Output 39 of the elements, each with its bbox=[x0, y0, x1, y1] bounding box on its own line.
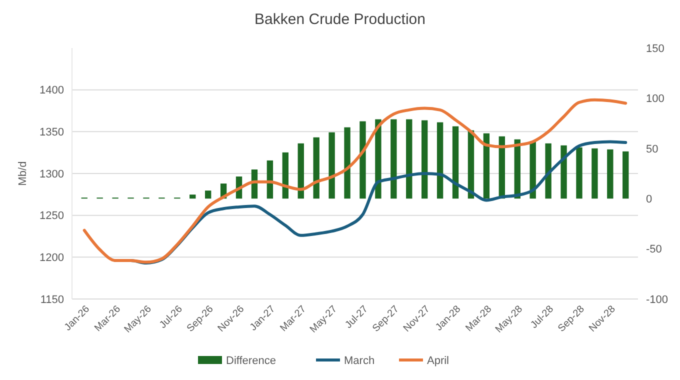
bar bbox=[576, 147, 582, 199]
legend-label: April bbox=[427, 354, 450, 367]
y-tick-label: 1200 bbox=[40, 252, 64, 264]
y2-tick-label: -100 bbox=[646, 294, 668, 306]
bar bbox=[452, 126, 459, 199]
y2-tick-label: 100 bbox=[646, 93, 664, 106]
bar bbox=[622, 151, 629, 199]
y2-tick-label: 0 bbox=[646, 193, 652, 206]
y-axis-title: Mb/d bbox=[17, 161, 29, 186]
chart-title: Bakken Crude Production bbox=[254, 11, 426, 28]
bar bbox=[530, 141, 536, 199]
bar bbox=[406, 119, 412, 199]
bar bbox=[390, 119, 397, 199]
bar bbox=[560, 145, 567, 199]
legend-label: Difference bbox=[226, 354, 276, 367]
bar bbox=[328, 132, 335, 199]
y2-tick-label: 150 bbox=[646, 42, 664, 55]
legend-label: March bbox=[344, 354, 375, 367]
bar bbox=[282, 152, 289, 199]
bar bbox=[607, 149, 614, 199]
y2-tick-label: 50 bbox=[646, 143, 658, 156]
bar bbox=[204, 190, 212, 199]
y-tick-label: 1150 bbox=[40, 294, 64, 306]
y-tick-label: 1300 bbox=[40, 168, 64, 180]
bar bbox=[313, 137, 320, 199]
bar bbox=[436, 122, 444, 199]
y-tick-label: 1250 bbox=[40, 210, 64, 222]
bar bbox=[344, 127, 350, 199]
bar bbox=[360, 121, 366, 199]
y-tick-label: 1400 bbox=[40, 84, 64, 97]
y2-tick-label: -50 bbox=[646, 244, 662, 256]
bar bbox=[421, 120, 428, 199]
line-series bbox=[82, 98, 628, 264]
bar bbox=[483, 133, 490, 199]
bar bbox=[298, 143, 304, 199]
y-tick-label: 1350 bbox=[40, 126, 64, 139]
bar bbox=[545, 143, 552, 199]
bar bbox=[190, 194, 196, 199]
bar bbox=[592, 148, 598, 199]
